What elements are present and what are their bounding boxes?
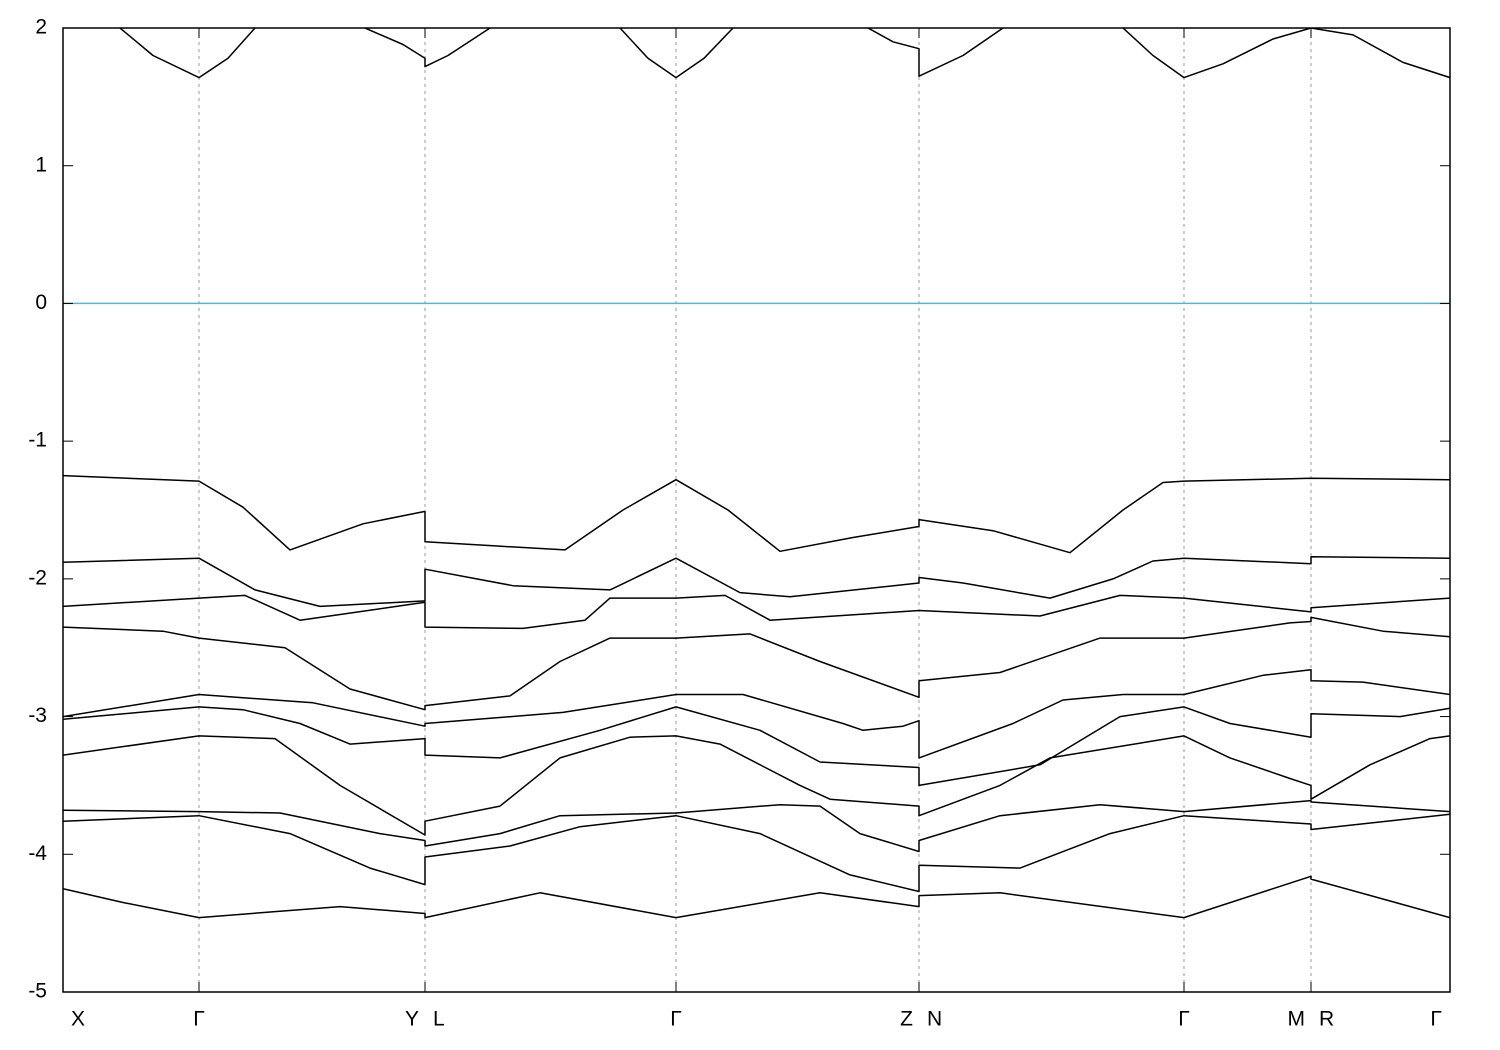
x-tick-label: Γ	[670, 1008, 682, 1031]
y-tick-label: -5	[28, 980, 47, 1003]
x-tick-label: Γ	[1430, 1008, 1442, 1031]
x-tick-label: R	[1319, 1008, 1334, 1031]
y-tick-label: 0	[35, 291, 47, 314]
band-line	[63, 813, 1450, 893]
y-tick-label: -3	[28, 704, 47, 727]
x-tick-label: N	[927, 1008, 942, 1031]
band-line	[63, 706, 1450, 787]
y-tick-label: -1	[28, 429, 47, 452]
x-tick-label: Γ	[193, 1008, 205, 1031]
y-tick-label: 2	[35, 16, 47, 39]
band-line	[63, 594, 1450, 630]
x-tick-label: L	[433, 1008, 445, 1031]
x-tick-label: Γ	[1178, 1008, 1190, 1031]
band-line	[63, 616, 1450, 711]
x-tick-label: M	[1288, 1008, 1306, 1031]
x-tick-label: X	[71, 1008, 85, 1031]
x-tick-label: Z	[900, 1008, 913, 1031]
frame	[62, 27, 1451, 993]
band-line	[119, 28, 1450, 79]
y-tick-label: -2	[28, 566, 47, 589]
y-tick-label: 1	[35, 153, 47, 176]
band-line	[63, 474, 1450, 554]
plot-area	[63, 28, 1450, 992]
x-tick-label: Y	[405, 1008, 419, 1031]
band-line	[63, 799, 1450, 853]
band-line	[63, 668, 1450, 759]
y-tick-label: -4	[28, 842, 47, 865]
band-line	[63, 556, 1450, 608]
band-line	[63, 875, 1450, 919]
band-line	[63, 735, 1450, 836]
